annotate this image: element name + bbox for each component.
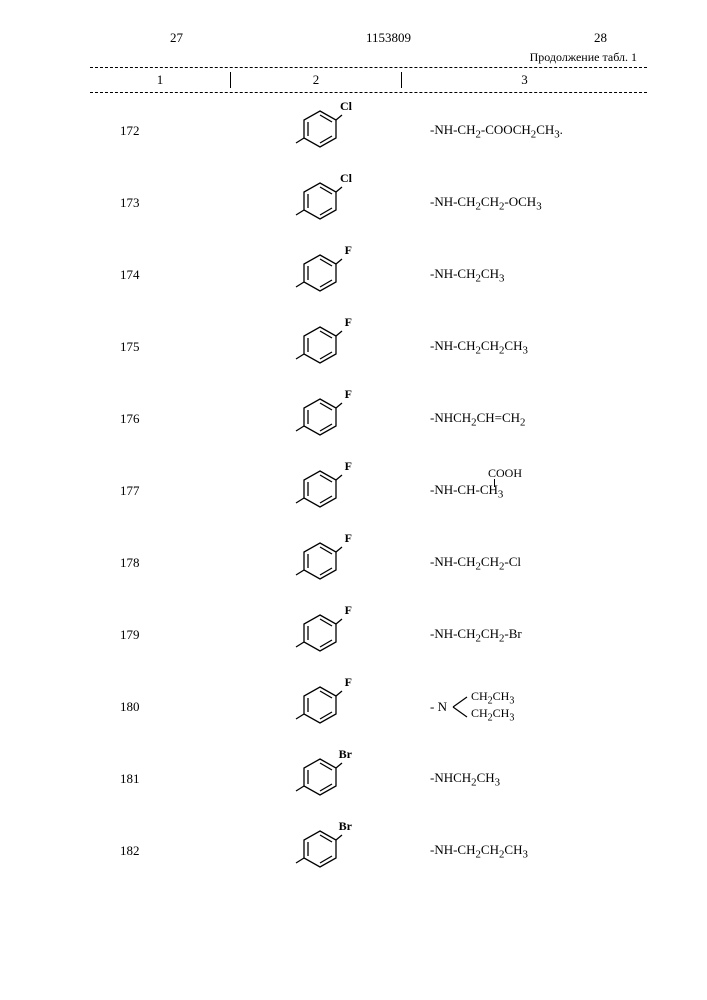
table-body: 172 Cl -NH-CH2-COOCH2CH3. 173 Cl -NH-CH2CH2… bbox=[90, 95, 647, 887]
col-head-3: 3 bbox=[402, 72, 647, 88]
formula-cell: -NH-CH2CH2CH3 bbox=[420, 842, 647, 861]
row-number: 182 bbox=[90, 843, 220, 859]
formula-text: -NH-CH2CH2CH3 bbox=[430, 338, 647, 357]
row-number: 175 bbox=[90, 339, 220, 355]
substituent-label: F bbox=[345, 531, 352, 546]
structure-cell: Br bbox=[220, 823, 420, 879]
table-row: 173 Cl -NH-CH2CH2-OCH3 bbox=[90, 167, 647, 239]
formula-cell: COOH -NH-CH-CH3 bbox=[420, 482, 647, 501]
doc-number: 1153809 bbox=[366, 30, 411, 46]
page-num-left: 27 bbox=[170, 30, 183, 46]
benzene-ring: F bbox=[292, 247, 348, 303]
benzene-ring: Br bbox=[292, 751, 348, 807]
structure-cell: Br bbox=[220, 751, 420, 807]
formula-cell: -NH-CH2-COOCH2CH3. bbox=[420, 122, 647, 141]
rule-under-heads bbox=[90, 92, 647, 93]
structure-cell: F bbox=[220, 679, 420, 735]
formula-cell: -NH-CH2CH2-Br bbox=[420, 626, 647, 645]
substituent-label: F bbox=[345, 675, 352, 690]
table-row: 180 F - N CH2CH3 CH2CH3 bbox=[90, 671, 647, 743]
benzene-ring: Cl bbox=[292, 175, 348, 231]
formula-text: -NH-CH2CH2-OCH3 bbox=[430, 194, 647, 213]
table-row: 174 F -NH-CH2CH3 bbox=[90, 239, 647, 311]
substituent-label: Cl bbox=[340, 99, 352, 114]
row-number: 176 bbox=[90, 411, 220, 427]
formula-branch: COOH -NH-CH-CH3 bbox=[430, 482, 647, 501]
formula-text: -NH-CH2CH2-Cl bbox=[430, 554, 647, 573]
formula-cell: - N CH2CH3 CH2CH3 bbox=[420, 690, 647, 725]
table-row: 182 Br -NH-CH2CH2CH3 bbox=[90, 815, 647, 887]
table-row: 177 F COOH -NH-CH-CH3 bbox=[90, 455, 647, 527]
row-number: 174 bbox=[90, 267, 220, 283]
benzene-ring: Br bbox=[292, 823, 348, 879]
formula-text: -NHCH2CH=CH2 bbox=[430, 410, 647, 429]
structure-cell: F bbox=[220, 535, 420, 591]
table-row: 181 Br -NHCH2CH3 bbox=[90, 743, 647, 815]
formula-text: -NH-CH2CH3 bbox=[430, 266, 647, 285]
formula-text: -NH-CH2CH2CH3 bbox=[430, 842, 647, 861]
col-head-2: 2 bbox=[231, 72, 402, 88]
formula-cell: -NH-CH2CH3 bbox=[420, 266, 647, 285]
structure-cell: F bbox=[220, 463, 420, 519]
page-num-right: 28 bbox=[594, 30, 607, 46]
row-number: 179 bbox=[90, 627, 220, 643]
substituent-label: F bbox=[345, 315, 352, 330]
formula-text: -NH-CH2-COOCH2CH3. bbox=[430, 122, 647, 141]
substituent-label: F bbox=[345, 387, 352, 402]
benzene-ring: F bbox=[292, 391, 348, 447]
benzene-ring: F bbox=[292, 607, 348, 663]
row-number: 180 bbox=[90, 699, 220, 715]
formula-text: -NH-CH2CH2-Br bbox=[430, 626, 647, 645]
substituent-label: F bbox=[345, 243, 352, 258]
row-number: 177 bbox=[90, 483, 220, 499]
formula-fork: - N CH2CH3 CH2CH3 bbox=[430, 690, 514, 725]
table-row: 178 F -NH-CH2CH2-Cl bbox=[90, 527, 647, 599]
benzene-ring: F bbox=[292, 319, 348, 375]
page: 27 1153809 28 Продолжение табл. 1 1 2 3 … bbox=[0, 0, 707, 1000]
row-number: 172 bbox=[90, 123, 220, 139]
table-row: 175 F -NH-CH2CH2CH3 bbox=[90, 311, 647, 383]
continuation-label: Продолжение табл. 1 bbox=[90, 50, 647, 65]
substituent-label: F bbox=[345, 459, 352, 474]
table-row: 176 F -NHCH2CH=CH2 bbox=[90, 383, 647, 455]
col-head-1: 1 bbox=[90, 72, 231, 88]
row-number: 178 bbox=[90, 555, 220, 571]
structure-cell: Cl bbox=[220, 175, 420, 231]
benzene-ring: F bbox=[292, 535, 348, 591]
substituent-label: Br bbox=[339, 747, 352, 762]
structure-cell: Cl bbox=[220, 103, 420, 159]
substituent-label: F bbox=[345, 603, 352, 618]
benzene-ring: F bbox=[292, 679, 348, 735]
formula-cell: -NHCH2CH3 bbox=[420, 770, 647, 789]
page-header: 27 1153809 28 bbox=[90, 30, 647, 46]
table-row: 172 Cl -NH-CH2-COOCH2CH3. bbox=[90, 95, 647, 167]
formula-cell: -NH-CH2CH2-Cl bbox=[420, 554, 647, 573]
rule-top bbox=[90, 67, 647, 68]
column-heads: 1 2 3 bbox=[90, 70, 647, 90]
row-number: 181 bbox=[90, 771, 220, 787]
row-number: 173 bbox=[90, 195, 220, 211]
structure-cell: F bbox=[220, 391, 420, 447]
structure-cell: F bbox=[220, 607, 420, 663]
table-row: 179 F -NH-CH2CH2-Br bbox=[90, 599, 647, 671]
structure-cell: F bbox=[220, 319, 420, 375]
formula-text: -NHCH2CH3 bbox=[430, 770, 647, 789]
structure-cell: F bbox=[220, 247, 420, 303]
benzene-ring: Cl bbox=[292, 103, 348, 159]
formula-cell: -NHCH2CH=CH2 bbox=[420, 410, 647, 429]
formula-cell: -NH-CH2CH2-OCH3 bbox=[420, 194, 647, 213]
substituent-label: Br bbox=[339, 819, 352, 834]
benzene-ring: F bbox=[292, 463, 348, 519]
substituent-label: Cl bbox=[340, 171, 352, 186]
formula-cell: -NH-CH2CH2CH3 bbox=[420, 338, 647, 357]
